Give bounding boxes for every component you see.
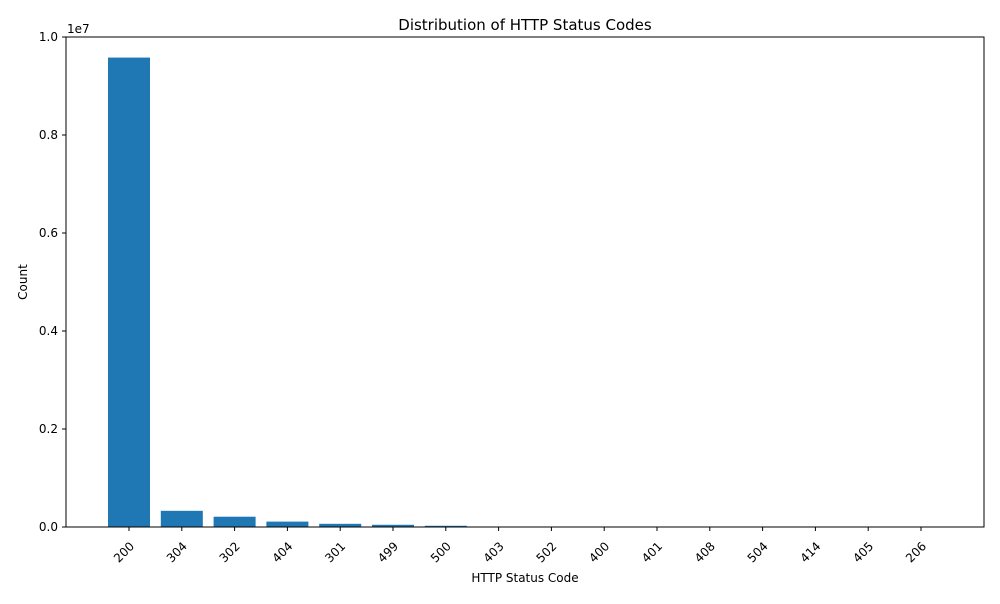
bar-200 (108, 58, 150, 527)
y-tick-label: 0.6 (39, 226, 58, 240)
x-tick-label-304: 304 (164, 539, 190, 565)
bar-404 (266, 522, 308, 527)
x-tick-label-408: 408 (692, 539, 718, 565)
x-tick-label-504: 504 (745, 539, 771, 565)
plot-area: 0.0 0.2 0.4 0.6 0.8 1.0 200 304 302 404 301 499 500 4… (39, 30, 929, 565)
chart-title: Distribution of HTTP Status Codes (398, 16, 652, 34)
x-tick-label-400: 400 (586, 539, 612, 565)
y-tick-label: 0.4 (39, 324, 58, 338)
x-tick-label-301: 301 (322, 539, 348, 565)
bar-304 (161, 511, 203, 527)
y-tick-label: 0.0 (39, 520, 58, 534)
y-offset-label: 1e7 (67, 22, 90, 36)
bar-302 (214, 517, 256, 527)
x-tick-label-405: 405 (850, 539, 876, 565)
y-tick-label: 0.2 (39, 422, 58, 436)
y-tick-label: 0.8 (39, 128, 58, 142)
x-tick-label-404: 404 (269, 539, 295, 565)
x-tick-label-414: 414 (797, 539, 823, 565)
x-tick-label-500: 500 (428, 539, 454, 565)
y-axis-label: Count (16, 264, 30, 300)
x-tick-label-403: 403 (481, 539, 507, 565)
x-axis-label: HTTP Status Code (471, 571, 578, 585)
x-tick-label-401: 401 (639, 539, 665, 565)
y-tick-label: 1.0 (39, 30, 58, 44)
x-tick-label-502: 502 (533, 539, 559, 565)
plot-frame (66, 37, 984, 527)
x-tick-label-200: 200 (111, 539, 137, 565)
x-tick-label-302: 302 (217, 539, 243, 565)
x-tick-label-499: 499 (375, 539, 401, 565)
x-tick-label-206: 206 (903, 539, 929, 565)
